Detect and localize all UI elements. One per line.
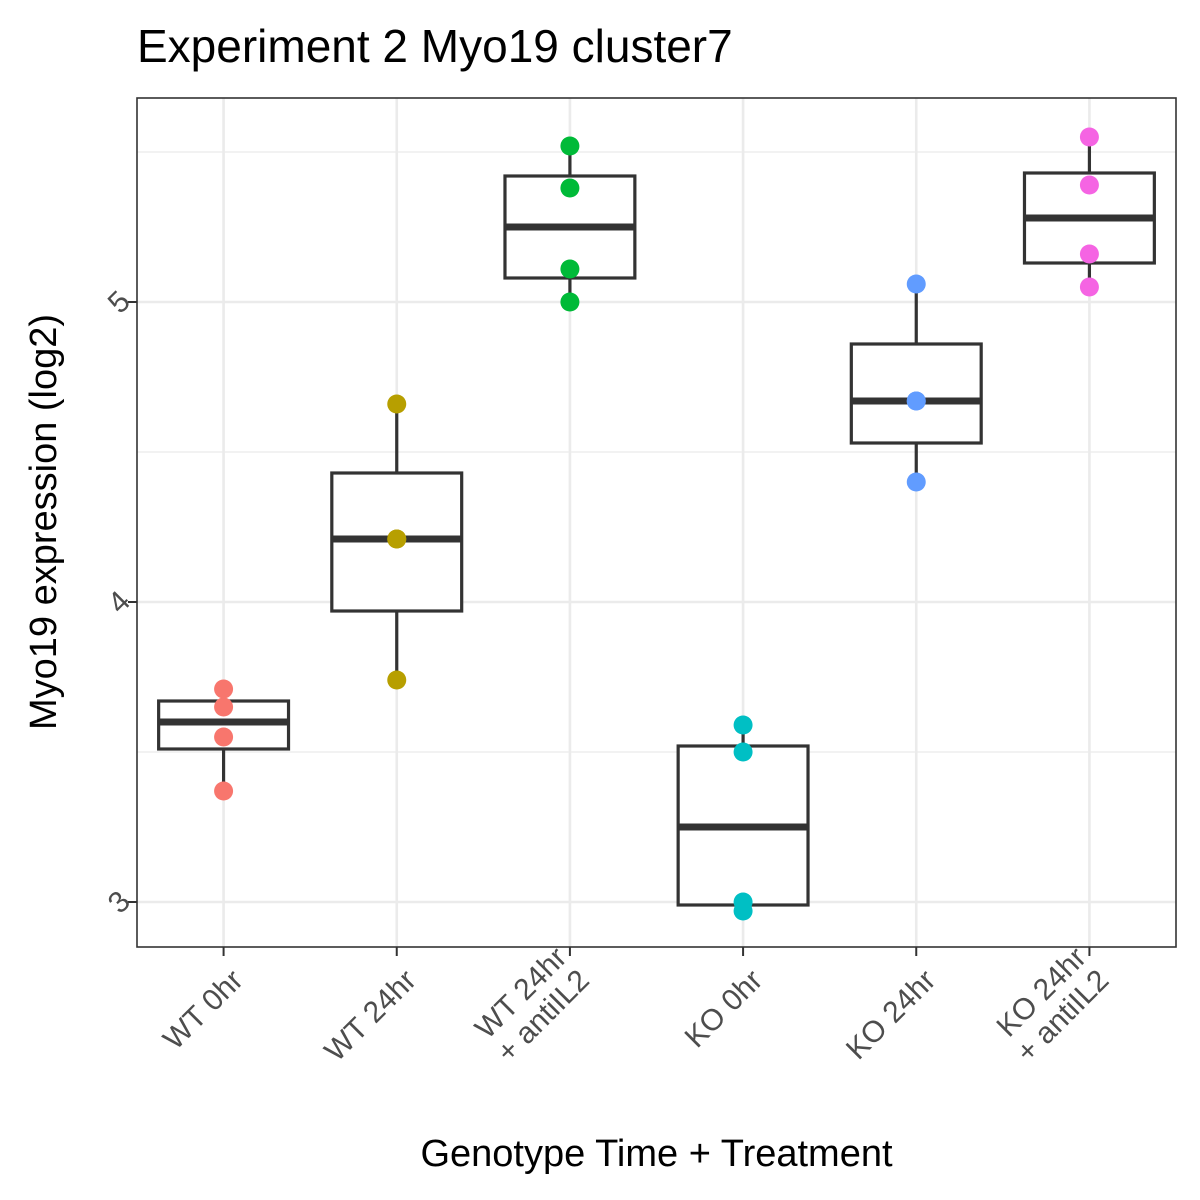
x-tick-label-line: KO 24hr xyxy=(840,964,942,1066)
x-tick-label: KO 24hr+ antiIL2 xyxy=(987,941,1115,1069)
data-point xyxy=(214,697,234,717)
x-axis-title: Genotype Time + Treatment xyxy=(420,1133,893,1175)
plot-panel xyxy=(137,98,1176,947)
data-point xyxy=(1079,175,1099,195)
data-point xyxy=(560,136,580,156)
data-point xyxy=(733,715,753,735)
x-tick-label: WT 0hr xyxy=(157,964,249,1056)
panel-border xyxy=(136,97,1177,948)
data-point xyxy=(560,259,580,279)
points-layer xyxy=(214,127,1099,921)
data-point xyxy=(1079,244,1099,264)
x-axis: WT 0hr WT 24hr WT 24hr+ antiIL2 KO 0hr KO 24… xyxy=(157,941,1115,1069)
chart-title: Experiment 2 Myo19 cluster7 xyxy=(137,20,733,72)
data-point xyxy=(560,292,580,312)
y-axis: 345 xyxy=(102,285,137,920)
data-point xyxy=(733,742,753,762)
data-point xyxy=(1079,127,1099,147)
x-tick-label: KO 0hr xyxy=(679,964,770,1055)
x-tick-label: KO 24hr xyxy=(840,964,942,1066)
data-point xyxy=(387,670,407,690)
data-point xyxy=(214,781,234,801)
data-point xyxy=(906,391,926,411)
data-point xyxy=(560,178,580,198)
y-axis-title: Myo19 expression (log2) xyxy=(23,314,65,730)
data-point xyxy=(733,901,753,921)
data-point xyxy=(387,394,407,414)
data-point xyxy=(906,274,926,294)
data-point xyxy=(906,472,926,492)
x-tick-label-line: WT 0hr xyxy=(157,964,249,1056)
data-point xyxy=(387,529,407,549)
data-point xyxy=(214,679,234,699)
data-point xyxy=(214,727,234,747)
x-tick-label: WT 24hr xyxy=(318,964,422,1068)
x-tick-label-line: WT 24hr xyxy=(318,964,422,1068)
data-point xyxy=(1079,277,1099,297)
x-tick-label: WT 24hr+ antiIL2 xyxy=(468,941,596,1069)
box-group xyxy=(676,725,810,911)
x-tick-label-line: KO 0hr xyxy=(679,964,770,1055)
